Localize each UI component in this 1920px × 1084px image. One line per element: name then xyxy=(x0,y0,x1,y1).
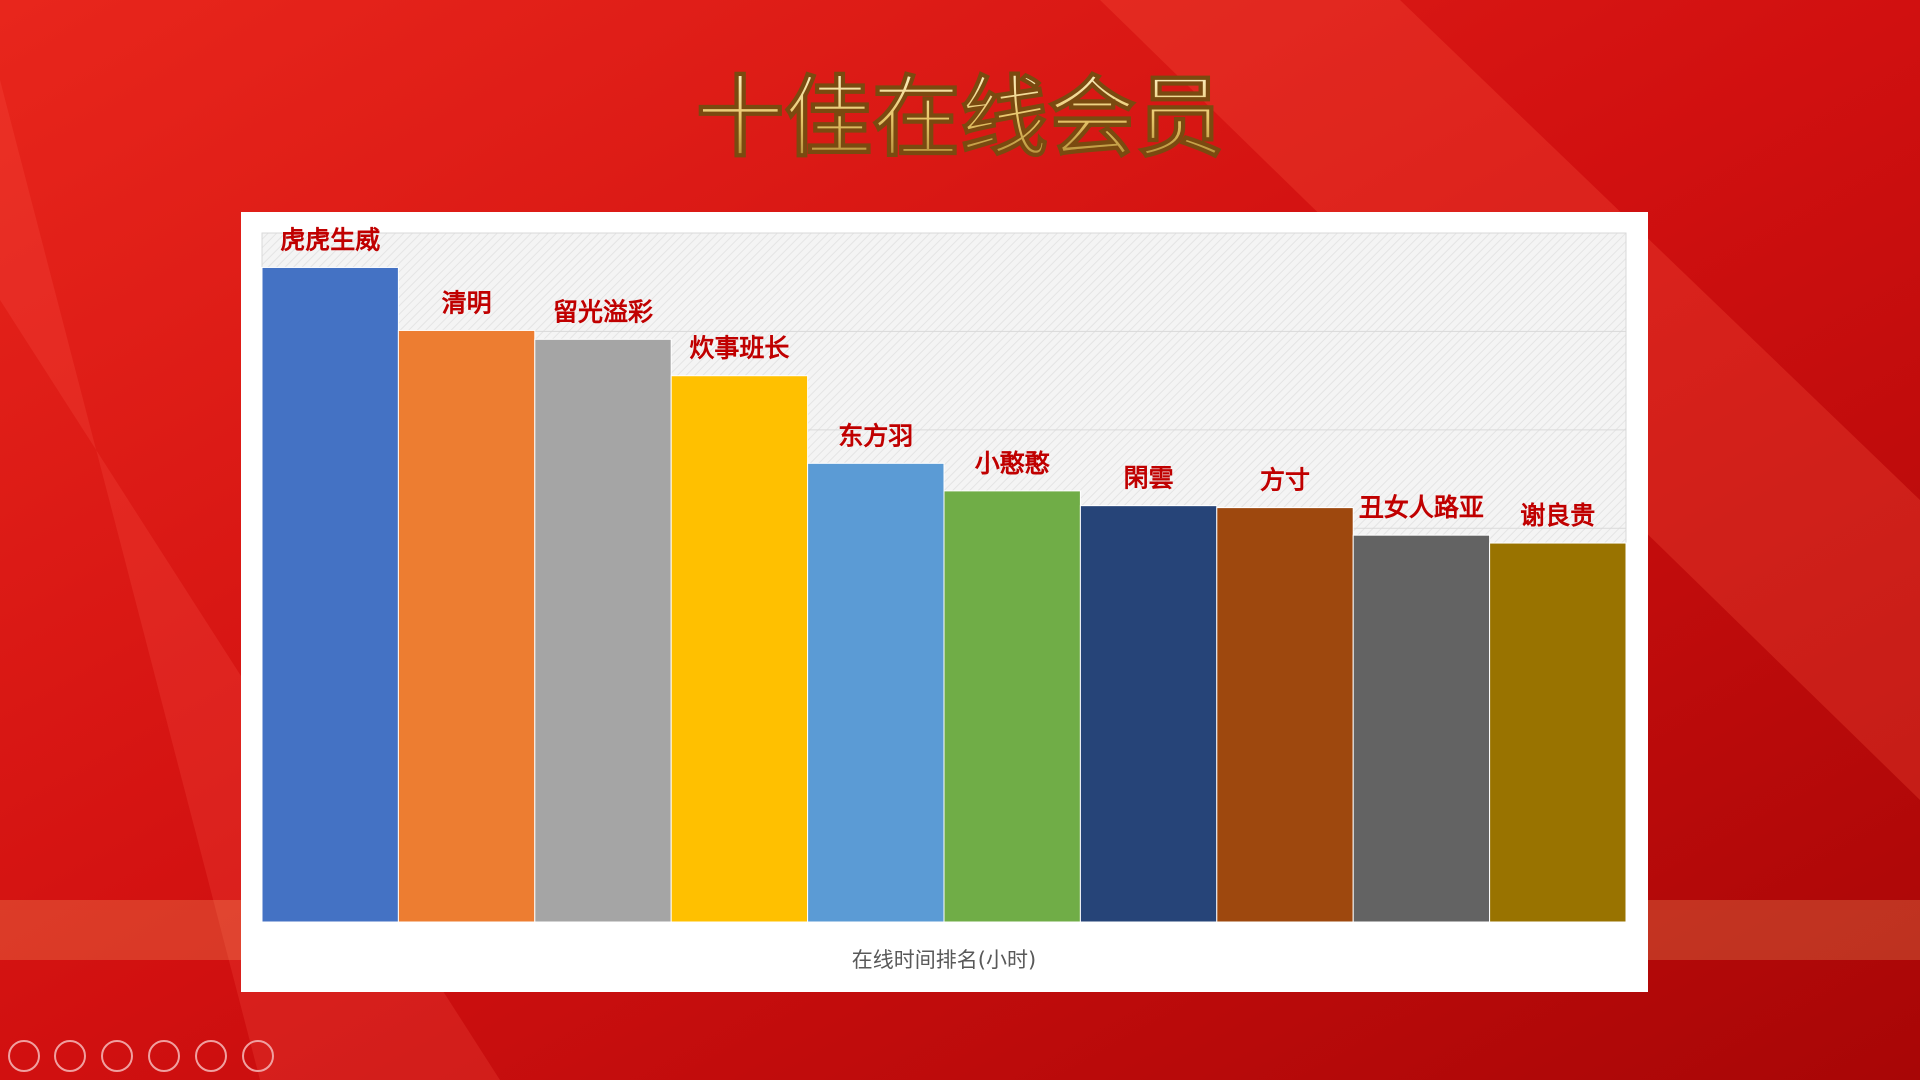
data-label: 虎虎生威 xyxy=(280,225,380,254)
slide-title: 十佳在线会员 xyxy=(696,66,1224,169)
toolbar xyxy=(8,1040,274,1072)
bar xyxy=(534,338,672,923)
bar xyxy=(1352,534,1491,923)
bar xyxy=(943,490,1081,923)
more-button[interactable] xyxy=(242,1040,274,1072)
bar xyxy=(670,375,809,923)
bar xyxy=(1079,505,1218,923)
prev-button[interactable] xyxy=(8,1040,40,1072)
bar xyxy=(807,462,945,923)
pen-button[interactable] xyxy=(101,1040,133,1072)
data-label: 炊事班长 xyxy=(689,334,790,363)
data-label: 小憨憨 xyxy=(975,449,1051,478)
next-button[interactable] xyxy=(54,1040,86,1072)
data-label: 丑女人路亚 xyxy=(1359,493,1484,522)
bar xyxy=(1489,542,1627,923)
x-axis-title: 在线时间排名(小时) xyxy=(852,948,1036,972)
zoom-button[interactable] xyxy=(195,1040,227,1072)
data-label: 留光溢彩 xyxy=(553,297,653,326)
data-label: 閑雲 xyxy=(1124,464,1174,493)
slides-button[interactable] xyxy=(148,1040,180,1072)
data-label: 谢良贵 xyxy=(1520,501,1595,530)
data-label: 东方羽 xyxy=(838,421,913,450)
data-label: 清明 xyxy=(442,288,492,317)
data-label: 方寸 xyxy=(1260,466,1310,495)
bar xyxy=(397,329,536,923)
bar xyxy=(1216,507,1354,923)
bar xyxy=(261,266,399,923)
